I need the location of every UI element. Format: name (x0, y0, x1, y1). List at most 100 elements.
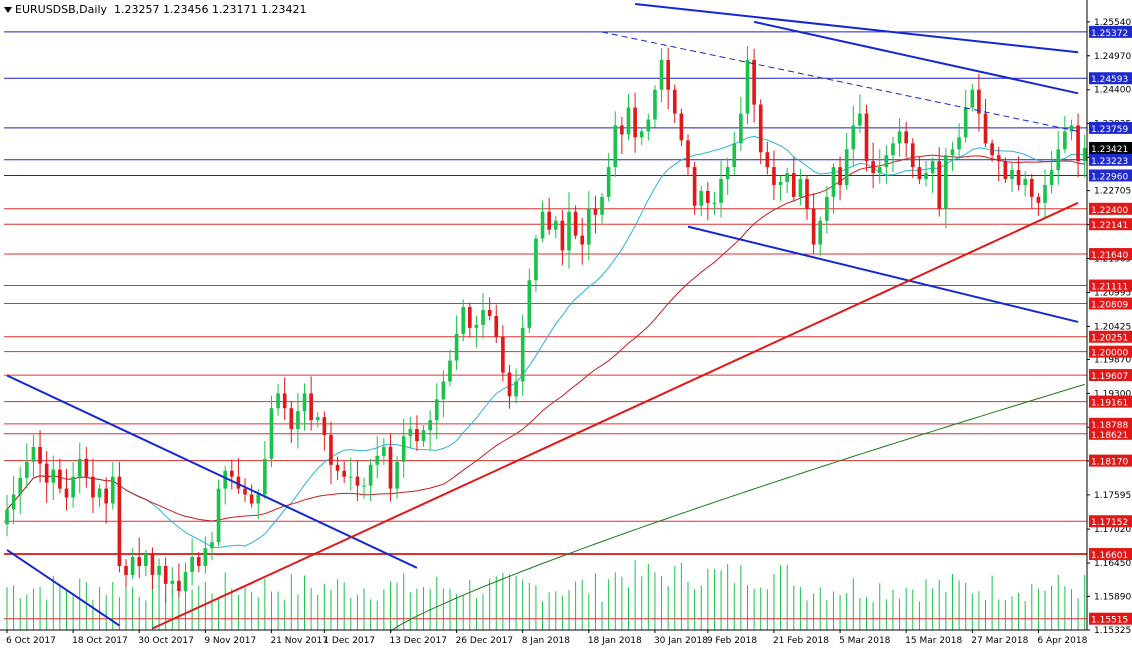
bull-candle (963, 107, 968, 138)
bull-candle (216, 488, 221, 543)
bull-candle (891, 143, 895, 156)
time-tick-label: 21 Feb 2018 (773, 636, 829, 646)
price-tag-label: 1.22400 (1091, 206, 1128, 216)
volume-bars (6, 560, 1086, 630)
bear-candle (752, 59, 756, 105)
bear-candle (322, 417, 327, 436)
time-tick-label: 30 Oct 2017 (138, 636, 194, 646)
bear-candle (282, 393, 287, 409)
price-tick-label: 1.15890 (1094, 592, 1131, 602)
bear-candle (38, 446, 42, 464)
bull-candle (514, 381, 518, 397)
bull-candle (375, 455, 380, 465)
bull-candle (256, 494, 261, 504)
price-tag-label: 1.24593 (1091, 75, 1128, 85)
bear-candle (501, 336, 505, 373)
bull-candle (739, 113, 743, 144)
time-tick-label: 5 Mar 2018 (839, 636, 891, 646)
price-tick-label: 1.25540 (1094, 18, 1131, 28)
price-tick-label: 1.15325 (1094, 626, 1131, 636)
trendline-upper-resistance-2 (753, 20, 1079, 95)
symbol-label: EURUSDSB,Daily (15, 3, 108, 16)
bear-candle (1029, 179, 1034, 197)
price-axis: 1.255401.249701.244001.238351.232651.227… (1086, 0, 1132, 636)
bear-candle (593, 208, 598, 215)
bull-candle (1056, 149, 1061, 171)
price-tag-label: 1.19607 (1091, 372, 1128, 382)
bear-candle (686, 140, 690, 168)
bull-candle (653, 89, 657, 120)
time-tick-label: 18 Jan 2018 (588, 636, 642, 646)
bear-candle (236, 476, 241, 489)
bull-candle (157, 566, 161, 575)
bear-candle (620, 125, 624, 135)
bear-candle (342, 470, 347, 477)
collapse-triangle-icon[interactable] (4, 7, 12, 13)
bear-candle (633, 107, 637, 138)
bear-candle (791, 173, 796, 197)
bear-candle (137, 557, 142, 567)
bear-candle (309, 393, 313, 421)
time-tick-label: 9 Feb 2018 (707, 636, 758, 646)
bull-candle (745, 59, 750, 114)
bull-candle (1069, 125, 1074, 132)
price-tag-label: 1.16601 (1091, 551, 1128, 561)
bear-candle (692, 167, 697, 206)
bull-candle (553, 220, 558, 230)
bear-candle (547, 211, 551, 230)
bull-candle (276, 393, 280, 409)
bear-candle (104, 488, 108, 504)
time-tick-label: 15 Mar 2018 (905, 636, 962, 646)
bull-candle (408, 429, 413, 437)
trendline-early-downtrend (6, 374, 418, 569)
bear-candle (150, 554, 155, 575)
bull-candle (712, 202, 717, 204)
price-tick-label: 1.24970 (1094, 52, 1131, 62)
bear-candle (573, 211, 578, 236)
price-tag (1089, 297, 1132, 310)
bull-candle (25, 461, 29, 478)
bear-candle (243, 488, 247, 495)
bull-candle (626, 107, 631, 135)
price-tag (1089, 169, 1132, 182)
bull-candle (302, 393, 307, 412)
price-tag (1089, 612, 1132, 625)
bear-candle (811, 208, 816, 245)
trendline-dashed-resistance (601, 31, 1079, 132)
bull-candle (732, 143, 737, 168)
price-tag-label: 1.23223 (1091, 157, 1128, 167)
bear-candle (904, 131, 908, 144)
bull-candle (725, 167, 730, 180)
time-tick-label: 6 Oct 2017 (6, 636, 56, 646)
price-tag (1089, 417, 1132, 430)
price-tick-label: 1.22705 (1094, 187, 1131, 197)
time-axis: 6 Oct 2017 18 Oct 2017 30 Oct 2017 9 Nov 20… (0, 629, 1088, 646)
bear-candle (983, 113, 988, 144)
bear-candle (1036, 196, 1041, 203)
bull-candle (1063, 131, 1067, 150)
bear-candle (58, 469, 62, 489)
bull-candle (454, 333, 459, 361)
bear-candle (864, 113, 869, 162)
bull-candle (5, 509, 9, 525)
bear-candle (355, 476, 360, 486)
time-tick-label: 18 Oct 2017 (72, 636, 128, 646)
bear-candle (706, 190, 710, 203)
price-tag-label: 1.17152 (1091, 518, 1128, 528)
price-tick-label: 1.20995 (1094, 288, 1131, 298)
price-tag (1089, 153, 1132, 166)
bear-candle (838, 167, 842, 185)
time-tick-label: 1 Dec 2017 (323, 636, 375, 646)
bull-candle (587, 208, 591, 245)
bull-candle (368, 464, 373, 486)
time-tick-label: 27 Mar 2018 (971, 636, 1028, 646)
price-tag-label: 1.15515 (1091, 616, 1128, 626)
bear-candle (917, 167, 922, 180)
bear-candle (91, 476, 95, 498)
price-tag (1089, 454, 1132, 467)
bull-candle (461, 307, 466, 334)
bull-candle (877, 167, 882, 174)
ma-mid-line (6, 154, 1085, 522)
bull-candle (315, 417, 320, 421)
